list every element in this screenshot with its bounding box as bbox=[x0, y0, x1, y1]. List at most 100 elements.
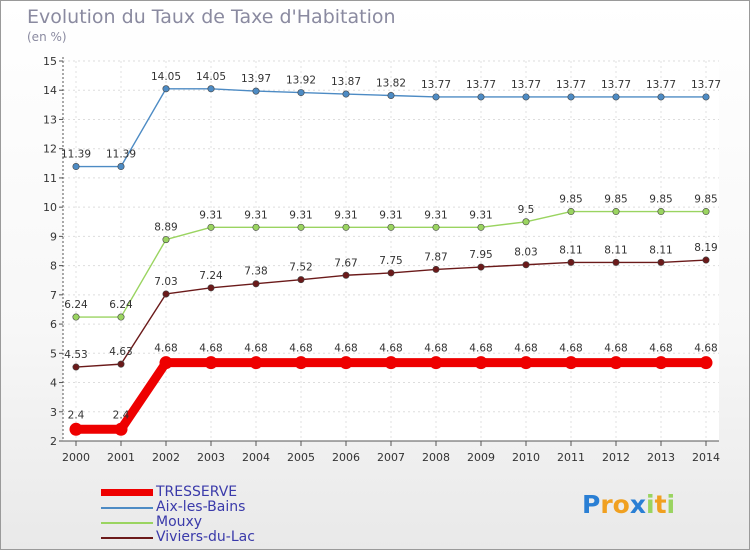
legend-swatch-mouxy bbox=[101, 522, 153, 524]
x-tick-label: 2005 bbox=[287, 451, 315, 464]
data-label-tresserve: 2.4 bbox=[113, 409, 130, 421]
data-point-aix-les-bains bbox=[207, 85, 215, 93]
data-label-mouxy: 9.31 bbox=[199, 209, 222, 221]
data-point-mouxy bbox=[342, 223, 350, 231]
legend-swatch-aix-les-bains bbox=[101, 507, 153, 509]
y-tick-label: 13 bbox=[43, 113, 57, 126]
data-point-aix-les-bains bbox=[612, 93, 620, 101]
logo-letter: P bbox=[582, 490, 601, 519]
data-point-tresserve bbox=[159, 356, 173, 370]
data-label-aix-les-bains: 13.77 bbox=[601, 79, 631, 91]
data-label-mouxy: 8.89 bbox=[154, 222, 177, 234]
data-label-mouxy: 9.31 bbox=[469, 209, 492, 221]
data-label-aix-les-bains: 13.77 bbox=[511, 79, 541, 91]
logo-letter: i bbox=[646, 490, 655, 519]
data-label-viviers-du-lac: 7.38 bbox=[244, 266, 267, 278]
data-point-tresserve bbox=[384, 356, 398, 370]
data-label-tresserve: 4.68 bbox=[334, 343, 357, 355]
data-point-viviers-du-lac bbox=[297, 276, 305, 284]
y-tick-label: 15 bbox=[43, 55, 57, 68]
data-label-aix-les-bains: 13.77 bbox=[646, 79, 676, 91]
data-label-tresserve: 4.68 bbox=[154, 343, 177, 355]
data-label-mouxy: 9.85 bbox=[604, 194, 627, 206]
data-point-mouxy bbox=[252, 223, 260, 231]
data-point-mouxy bbox=[477, 223, 485, 231]
data-label-tresserve: 4.68 bbox=[694, 343, 717, 355]
data-label-mouxy: 9.31 bbox=[289, 209, 312, 221]
data-point-viviers-du-lac bbox=[387, 269, 395, 277]
data-label-viviers-du-lac: 7.67 bbox=[334, 257, 357, 269]
data-point-mouxy bbox=[207, 223, 215, 231]
data-point-aix-les-bains bbox=[477, 93, 485, 101]
data-label-viviers-du-lac: 8.19 bbox=[694, 242, 717, 254]
chart-unit-label: (en %) bbox=[27, 30, 67, 44]
legend-swatch-viviers-du-lac bbox=[101, 537, 153, 539]
x-tick-label: 2002 bbox=[152, 451, 180, 464]
data-label-aix-les-bains: 11.39 bbox=[61, 149, 91, 161]
data-label-aix-les-bains: 13.77 bbox=[421, 79, 451, 91]
data-point-viviers-du-lac bbox=[252, 280, 260, 288]
data-label-mouxy: 9.31 bbox=[424, 209, 447, 221]
data-label-mouxy: 9.85 bbox=[649, 194, 672, 206]
data-point-viviers-du-lac bbox=[117, 360, 125, 368]
data-label-mouxy: 9.5 bbox=[518, 204, 535, 216]
x-tick-label: 2013 bbox=[647, 451, 675, 464]
data-label-mouxy: 9.31 bbox=[244, 209, 267, 221]
y-tick-label: 11 bbox=[43, 172, 57, 185]
data-label-aix-les-bains: 14.05 bbox=[151, 71, 181, 83]
data-point-viviers-du-lac bbox=[477, 263, 485, 271]
legend-label-aix-les-bains: Aix-les-Bains bbox=[156, 499, 246, 515]
data-point-mouxy bbox=[387, 223, 395, 231]
data-label-tresserve: 4.68 bbox=[469, 343, 492, 355]
data-point-viviers-du-lac bbox=[342, 271, 350, 279]
data-label-tresserve: 4.68 bbox=[604, 343, 627, 355]
proxiti-logo: Proxiti bbox=[582, 490, 675, 519]
data-label-mouxy: 6.24 bbox=[109, 299, 133, 311]
data-label-tresserve: 4.68 bbox=[649, 343, 672, 355]
data-point-tresserve bbox=[519, 356, 533, 370]
data-label-viviers-du-lac: 8.11 bbox=[604, 244, 627, 256]
data-point-aix-les-bains bbox=[72, 163, 80, 171]
data-label-tresserve: 4.68 bbox=[244, 343, 267, 355]
data-label-mouxy: 9.85 bbox=[694, 194, 717, 206]
x-tick-label: 2009 bbox=[467, 451, 495, 464]
y-tick-label: 3 bbox=[50, 406, 57, 419]
data-point-aix-les-bains bbox=[342, 90, 350, 98]
y-tick-label: 12 bbox=[43, 143, 57, 156]
x-tick-label: 2010 bbox=[512, 451, 540, 464]
logo-letter: r bbox=[600, 490, 613, 519]
data-label-aix-les-bains: 11.39 bbox=[106, 149, 136, 161]
data-label-tresserve: 4.68 bbox=[559, 343, 582, 355]
y-tick-label: 4 bbox=[50, 377, 57, 390]
legend-label-viviers-du-lac: Viviers-du-Lac bbox=[156, 529, 255, 545]
data-label-mouxy: 9.85 bbox=[559, 194, 582, 206]
data-label-viviers-du-lac: 8.03 bbox=[514, 247, 537, 259]
data-label-aix-les-bains: 13.82 bbox=[376, 77, 406, 89]
data-point-tresserve bbox=[69, 422, 83, 436]
data-label-mouxy: 9.31 bbox=[334, 209, 357, 221]
data-point-aix-les-bains bbox=[702, 93, 710, 101]
data-label-aix-les-bains: 13.87 bbox=[331, 76, 361, 88]
legend-swatch-tresserve bbox=[101, 489, 153, 496]
data-label-tresserve: 4.68 bbox=[289, 343, 312, 355]
data-label-viviers-du-lac: 7.95 bbox=[469, 249, 492, 261]
data-point-aix-les-bains bbox=[522, 93, 530, 101]
data-point-viviers-du-lac bbox=[702, 256, 710, 264]
data-point-tresserve bbox=[474, 356, 488, 370]
x-tick-label: 2008 bbox=[422, 451, 450, 464]
data-point-viviers-du-lac bbox=[207, 284, 215, 292]
logo-letter: t bbox=[654, 490, 667, 519]
data-point-tresserve bbox=[699, 356, 713, 370]
data-point-mouxy bbox=[702, 208, 710, 216]
data-point-viviers-du-lac bbox=[657, 258, 665, 266]
data-label-viviers-du-lac: 8.11 bbox=[559, 244, 582, 256]
data-label-viviers-du-lac: 7.87 bbox=[424, 251, 447, 263]
data-label-tresserve: 2.4 bbox=[68, 409, 85, 421]
data-point-mouxy bbox=[72, 313, 80, 321]
data-label-tresserve: 4.68 bbox=[199, 343, 222, 355]
data-label-mouxy: 9.31 bbox=[379, 209, 402, 221]
data-point-viviers-du-lac bbox=[72, 363, 80, 371]
x-tick-label: 2006 bbox=[332, 451, 360, 464]
data-point-viviers-du-lac bbox=[567, 258, 575, 266]
